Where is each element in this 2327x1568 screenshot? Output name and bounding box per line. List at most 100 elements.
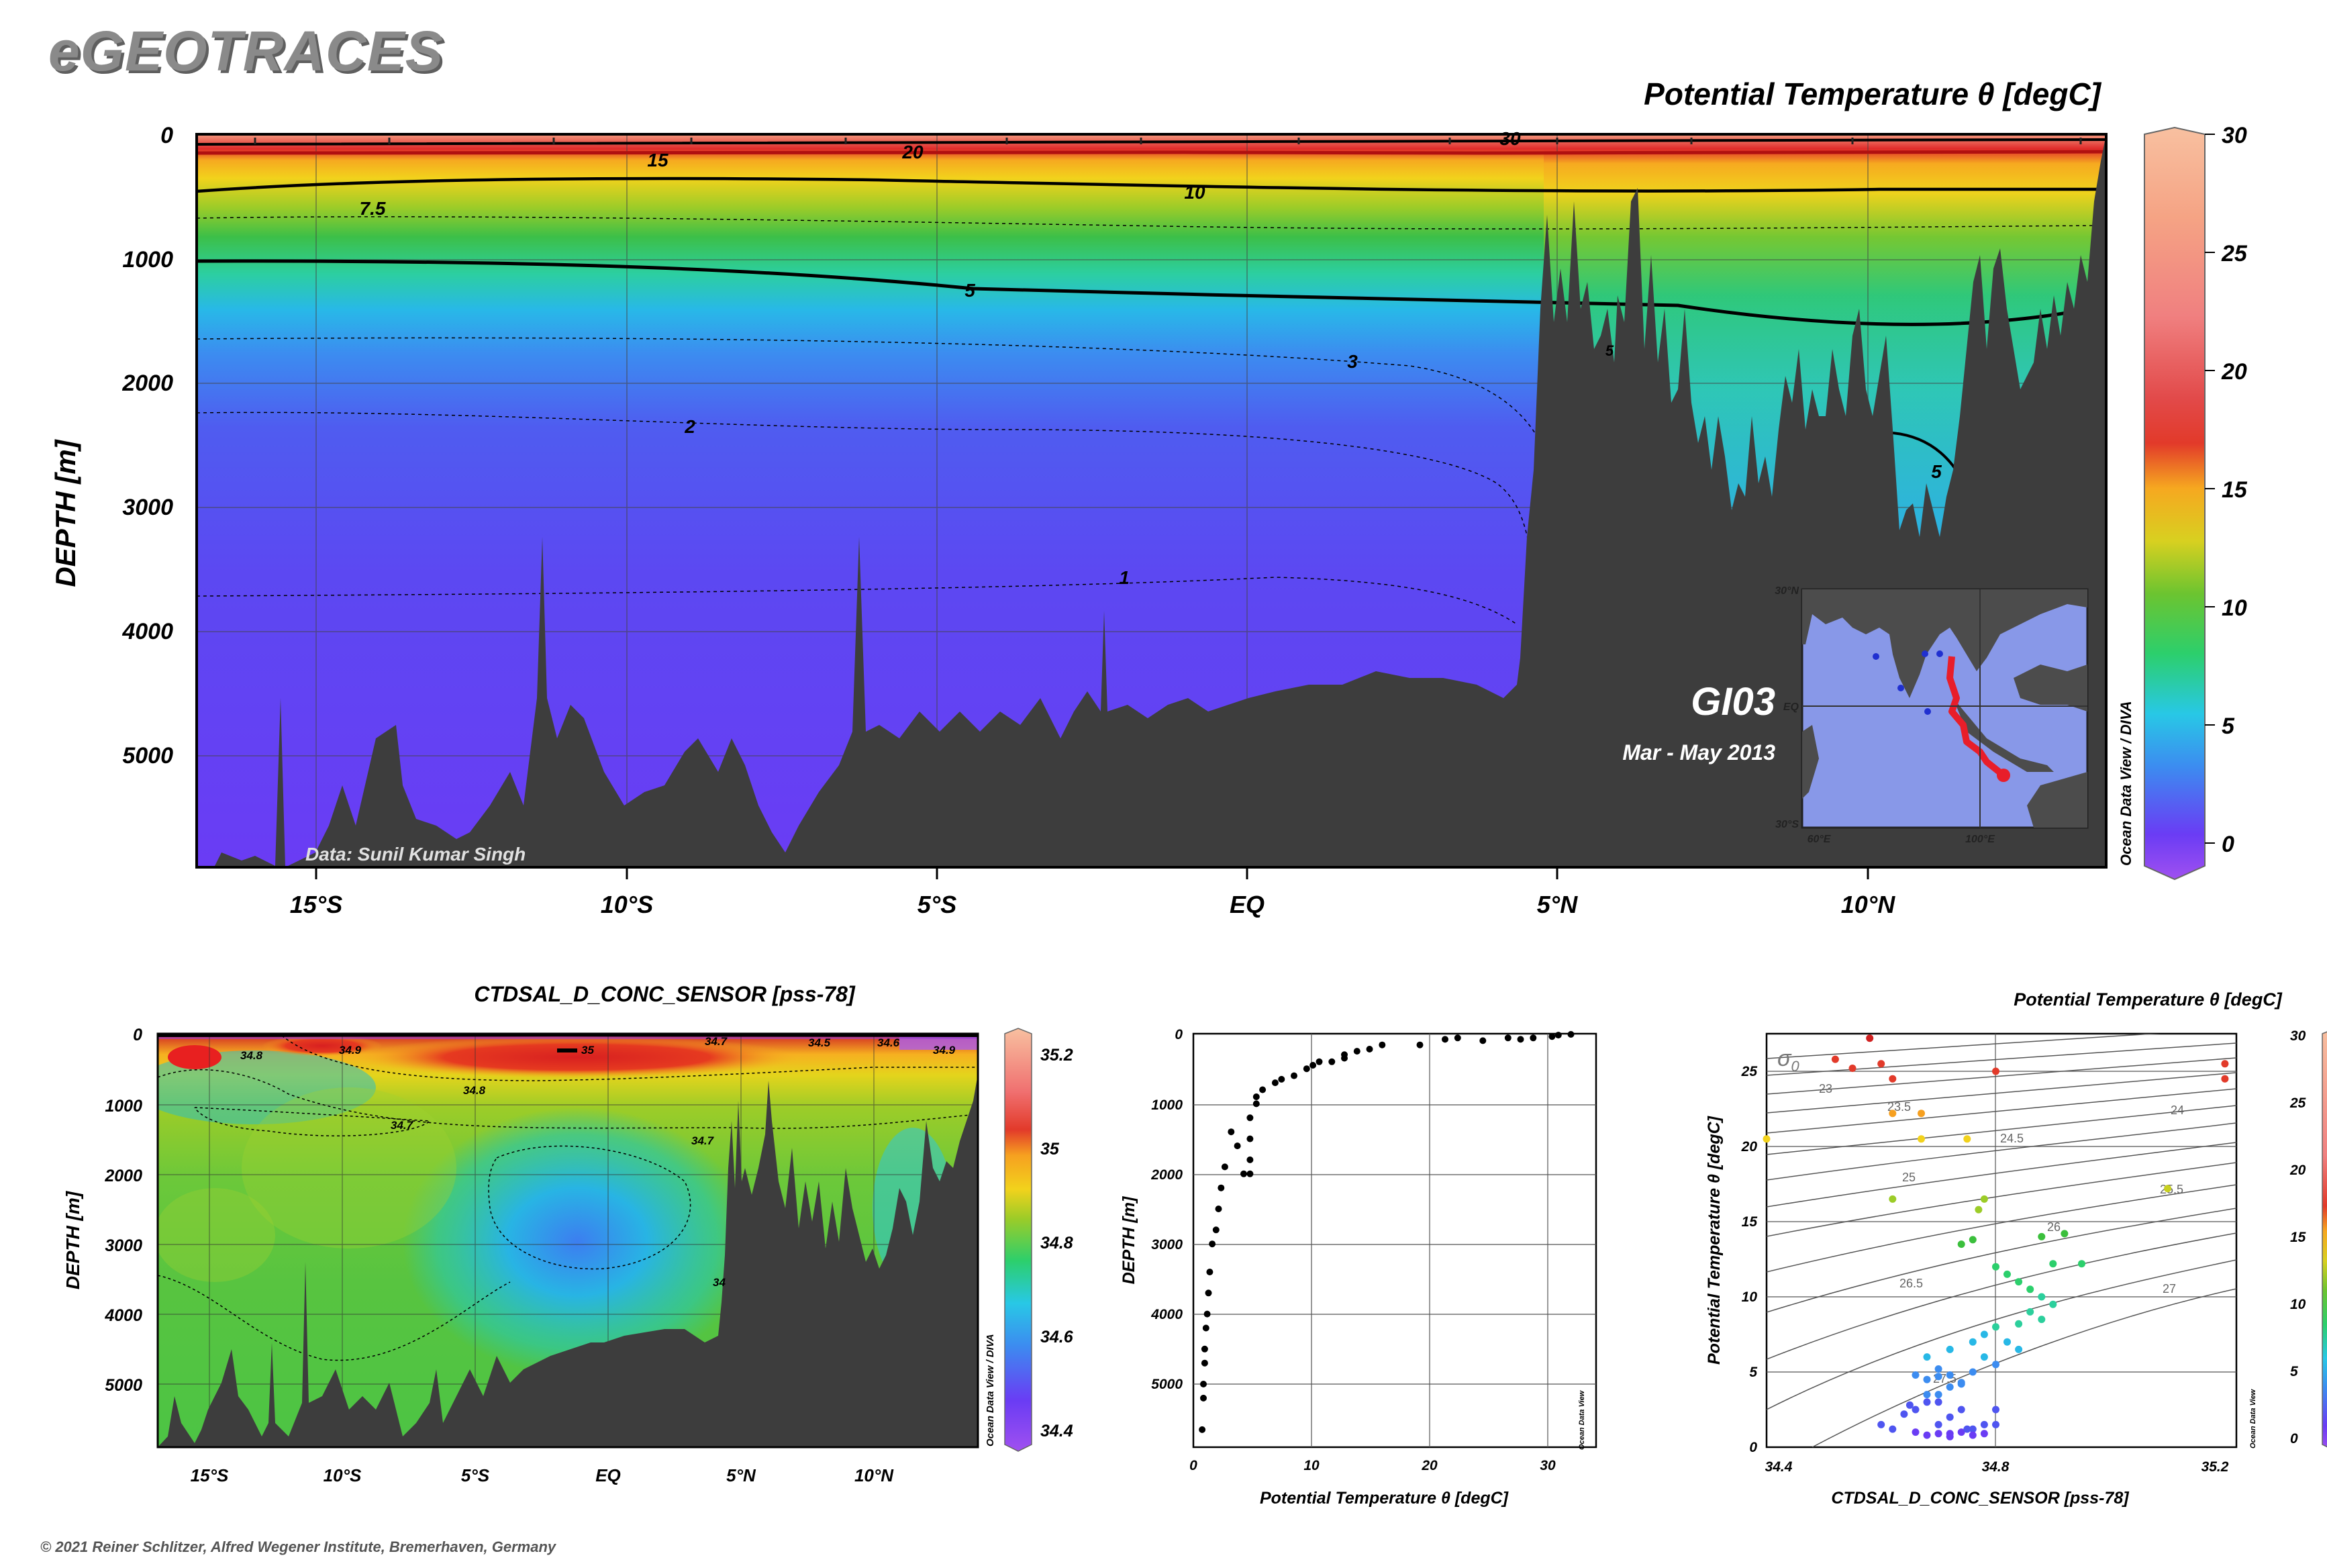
salinity-chart-title: CTDSAL_D_CONC_SENSOR [pss-78] <box>474 982 856 1006</box>
svg-text:5: 5 <box>2290 1364 2298 1379</box>
ts-point <box>1946 1371 1954 1379</box>
ts-point <box>1934 1398 1942 1406</box>
svg-text:4000: 4000 <box>121 619 173 644</box>
ts-point <box>1992 1067 1999 1075</box>
profile-point <box>1246 1170 1254 1177</box>
salinity-contour-labels: 34.8 34.9 35 34.7 34.5 34.6 34.9 34.8 34… <box>240 1035 956 1289</box>
svg-text:20: 20 <box>901 142 924 162</box>
temperature-section-chart: 30 20 15 10 7.5 5 3 2 1 5 5 Data: Sunil … <box>50 77 2248 918</box>
ts-point <box>2026 1285 2034 1293</box>
svg-text:EQ: EQ <box>1230 891 1265 918</box>
svg-text:4000: 4000 <box>104 1306 142 1325</box>
ts-point <box>1992 1323 1999 1331</box>
svg-text:34.4: 34.4 <box>1040 1422 1073 1440</box>
profile-point <box>1328 1058 1336 1065</box>
ts-point <box>1957 1380 1965 1388</box>
salinity-low-core <box>403 1108 752 1376</box>
svg-text:34.7: 34.7 <box>691 1134 715 1147</box>
profile-point <box>1199 1426 1206 1433</box>
svg-text:34.8: 34.8 <box>1982 1459 2010 1475</box>
ts-point <box>2061 1230 2069 1238</box>
isopycnals <box>1767 1034 2236 1447</box>
ts-point <box>1918 1110 1925 1118</box>
ts-point <box>1980 1195 1988 1203</box>
svg-text:5: 5 <box>964 280 975 301</box>
profile-y-axis-label: DEPTH [m] <box>1120 1195 1138 1284</box>
profile-point <box>1246 1156 1254 1163</box>
ts-point <box>1923 1431 1931 1439</box>
ts-point <box>1912 1406 1920 1414</box>
main-y-axis-label: DEPTH [m] <box>50 438 81 587</box>
salinity-y-axis-label: DEPTH [m] <box>62 1190 83 1289</box>
svg-text:3000: 3000 <box>105 1236 142 1255</box>
ts-point <box>1992 1406 1999 1414</box>
ts-point <box>1946 1432 1954 1440</box>
profile-point <box>1240 1170 1247 1177</box>
profile-point <box>1206 1269 1214 1275</box>
ts-point <box>1963 1135 1971 1143</box>
svg-text:5000: 5000 <box>1151 1377 1183 1392</box>
profile-point <box>1554 1032 1562 1039</box>
profile-point <box>1221 1163 1228 1171</box>
svg-text:26.5: 26.5 <box>1899 1277 1923 1290</box>
profile-point <box>1517 1036 1524 1043</box>
profile-point <box>1209 1240 1216 1248</box>
ts-point <box>2164 1185 2172 1193</box>
ts-point <box>1934 1391 1942 1399</box>
svg-text:34.9: 34.9 <box>339 1044 362 1057</box>
profile-point <box>1530 1034 1537 1042</box>
profile-point <box>1205 1289 1212 1297</box>
svg-text:30°S: 30°S <box>1775 819 1799 830</box>
ts-point <box>1980 1430 1988 1438</box>
salinity-odv-watermark: Ocean Data View / DIVA <box>985 1334 996 1447</box>
salinity-colorbar: 35.2 35 34.8 34.6 34.4 <box>1004 1028 1074 1452</box>
svg-text:35: 35 <box>581 1044 594 1057</box>
ts-point <box>1889 1425 1897 1433</box>
svg-text:15°S: 15°S <box>191 1465 229 1485</box>
ts-point <box>2026 1308 2034 1316</box>
svg-text:5000: 5000 <box>105 1376 142 1395</box>
svg-text:10°N: 10°N <box>1841 891 1895 918</box>
ts-point <box>2078 1260 2085 1268</box>
svg-text:5: 5 <box>1605 342 1614 359</box>
svg-text:34.7: 34.7 <box>705 1035 728 1048</box>
svg-text:34.6: 34.6 <box>1040 1328 1074 1346</box>
svg-text:35: 35 <box>1040 1140 1060 1159</box>
cruise-label: GI03 <box>1691 680 1775 724</box>
svg-text:25: 25 <box>1902 1171 1916 1184</box>
profile-point <box>1201 1345 1208 1353</box>
svg-text:30°N: 30°N <box>1775 585 1799 597</box>
ts-point <box>1934 1420 1942 1428</box>
profile-x-axis-label: Potential Temperature θ [degC] <box>1260 1489 1509 1508</box>
svg-text:34: 34 <box>713 1276 726 1289</box>
data-credit: Data: Sunil Kumar Singh <box>305 844 526 865</box>
ts-diagram-chart: Potential Temperature θ [degC] 23 23.5 2… <box>1705 989 2327 1508</box>
svg-text:10: 10 <box>1303 1458 1320 1473</box>
svg-text:35.2: 35.2 <box>2201 1459 2229 1475</box>
svg-text:5: 5 <box>1931 461 1942 482</box>
ts-point <box>1848 1065 1856 1072</box>
sigma-label: σ0 <box>1777 1046 1800 1075</box>
ts-point <box>1866 1034 1874 1042</box>
ts-point <box>1831 1055 1839 1063</box>
profile-point <box>1442 1036 1448 1043</box>
svg-text:25: 25 <box>2289 1095 2306 1111</box>
ts-point <box>1980 1420 1988 1428</box>
svg-text:10: 10 <box>2290 1297 2306 1312</box>
ts-point <box>1889 1110 1897 1118</box>
station-markers <box>254 138 2082 144</box>
ts-odv-watermark: Ocean Data View <box>2249 1388 2257 1449</box>
profile-point <box>1259 1086 1267 1093</box>
copyright-notice: © 2021 Reiner Schlitzer, Alfred Wegener … <box>40 1538 556 1555</box>
profile-point <box>1278 1075 1285 1083</box>
profile-point <box>1316 1058 1323 1065</box>
profile-point <box>1203 1310 1211 1318</box>
svg-text:20: 20 <box>1421 1458 1438 1473</box>
svg-text:10°N: 10°N <box>854 1465 894 1485</box>
profile-point <box>1246 1114 1254 1122</box>
ts-point <box>1923 1375 1931 1383</box>
svg-text:3: 3 <box>1347 351 1358 372</box>
svg-text:30: 30 <box>1540 1458 1556 1473</box>
ts-point <box>1969 1236 1977 1244</box>
ts-point <box>1957 1240 1965 1248</box>
